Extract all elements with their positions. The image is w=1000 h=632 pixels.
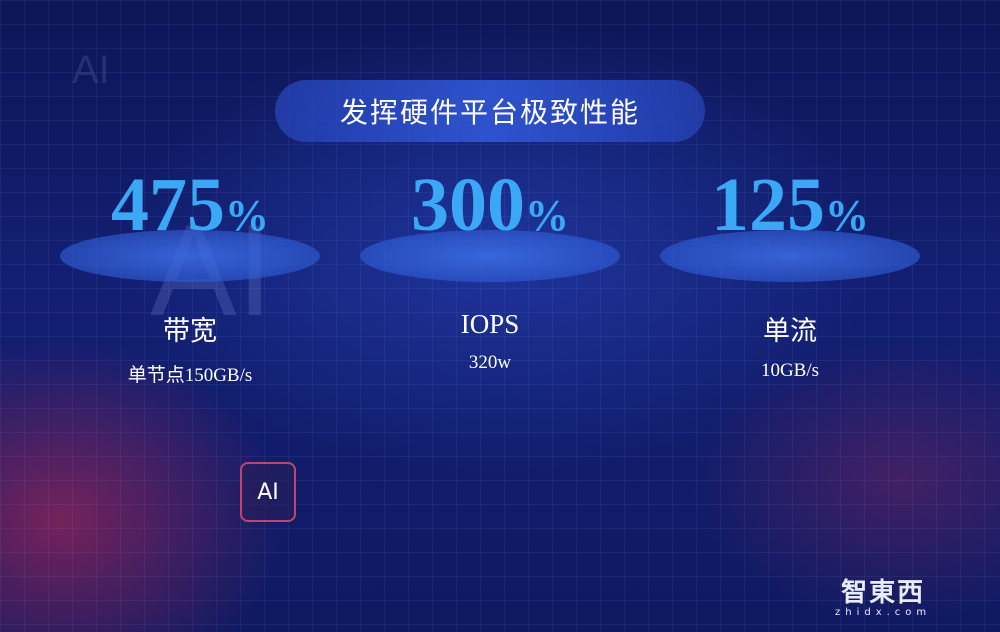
metric-value: 300% (411, 163, 569, 247)
metric-ellipse (660, 230, 920, 282)
ai-chip-label: AI (257, 479, 279, 505)
zhidx-watermark-logo: 智東西 zhidx.com (835, 572, 931, 618)
watermark-cn: 智東西 (841, 578, 926, 608)
slide-title-text: 发挥硬件平台极致性能 (339, 96, 640, 129)
watermark-en: zhidx.com (835, 607, 932, 618)
metric-bandwidth: 475% 带宽 单节点150GB/s (40, 160, 340, 387)
metric-iops: 300% IOPS 320w (340, 160, 640, 374)
slide-title: 发挥硬件平台极致性能 (275, 80, 705, 142)
metric-value: 475% (111, 163, 269, 247)
metric-label: 单流 (763, 316, 817, 346)
metric-sub: 单节点150GB/s (127, 365, 253, 386)
metric-single-stream: 125% 单流 10GB/s (640, 160, 940, 382)
metric-value: 125% (711, 163, 869, 247)
metric-sub: 320w (468, 352, 512, 373)
metric-label: IOPS (460, 309, 520, 339)
metric-ellipse (60, 230, 320, 282)
metric-ellipse (360, 230, 620, 282)
ai-chip-icon: AI (240, 462, 296, 522)
metric-sub: 10GB/s (760, 360, 820, 381)
metric-label: 带宽 (163, 316, 217, 346)
decorative-ai-text: AI (72, 48, 110, 92)
